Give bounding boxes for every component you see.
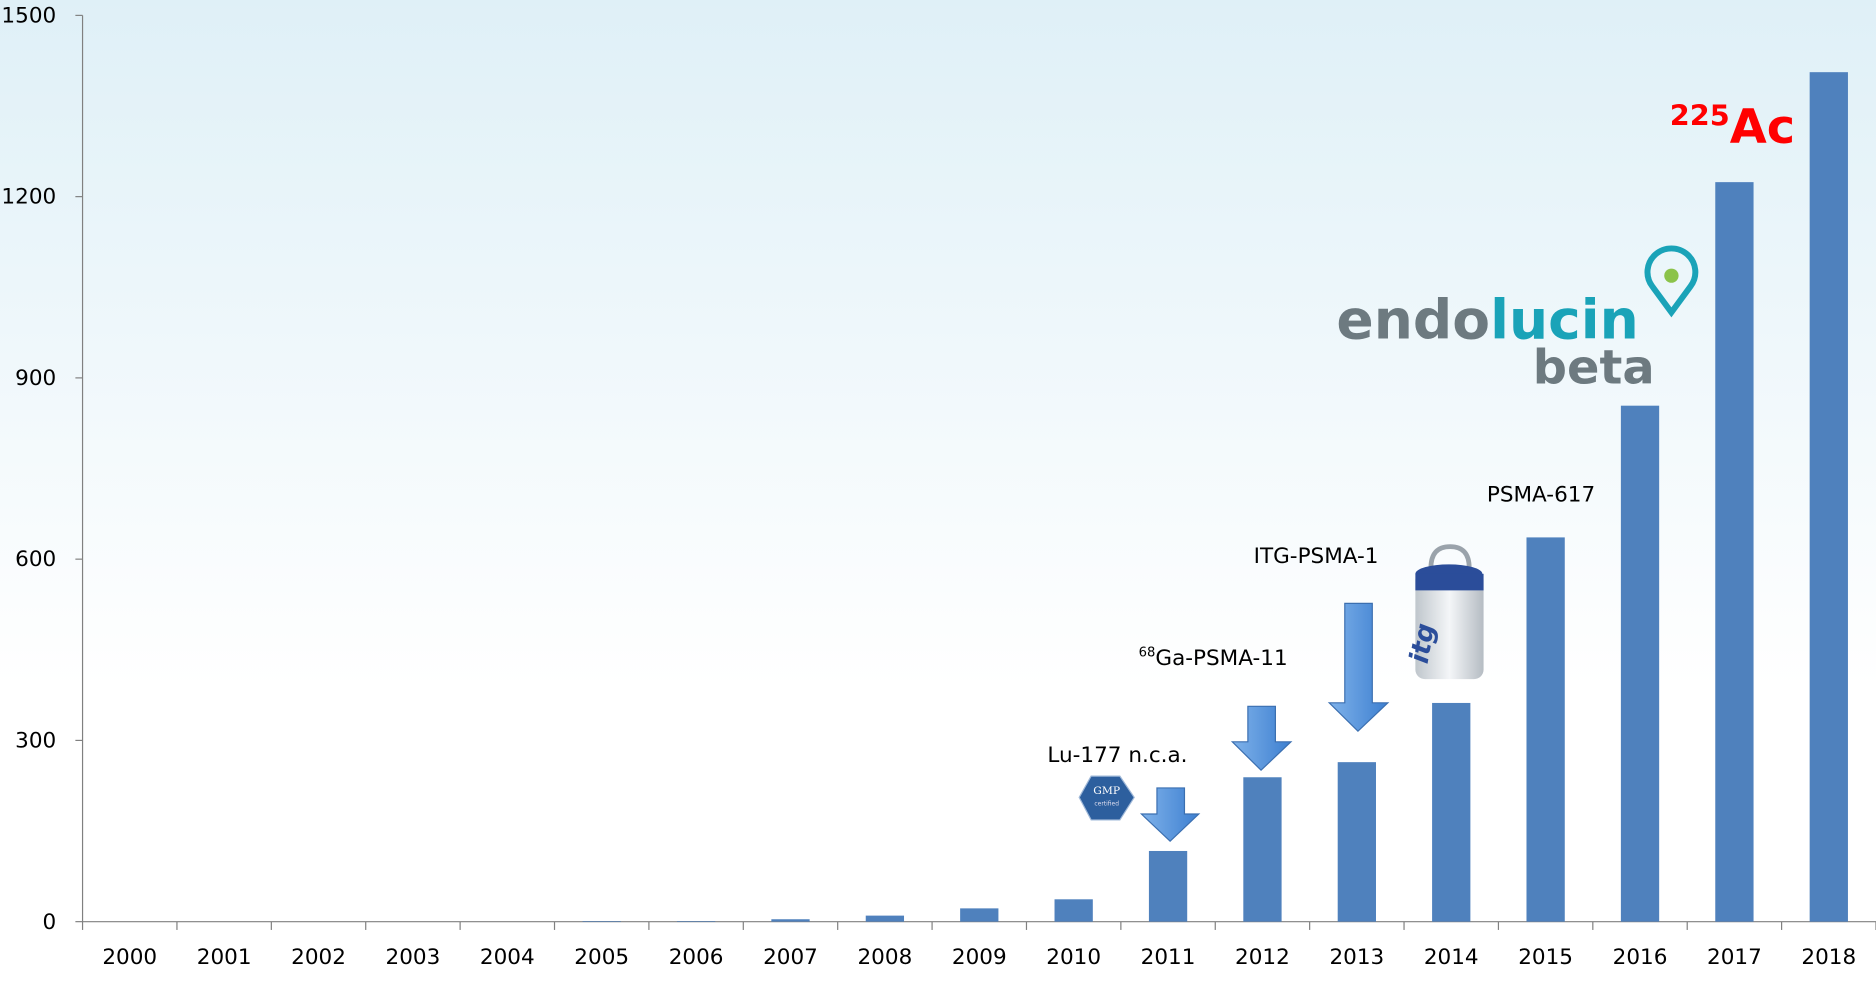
bar xyxy=(1149,851,1187,922)
bar xyxy=(866,916,904,922)
page: 0 300 600 900 1200 1500 2000 2001 2002 2003 2004 20… xyxy=(0,0,1876,982)
logo-part: endo xyxy=(1336,288,1490,352)
x-tick-label: 2007 xyxy=(763,945,818,970)
gmp-sub: certified xyxy=(1094,801,1119,808)
bar xyxy=(1243,777,1281,921)
bar xyxy=(771,919,809,921)
x-tick-label: 2008 xyxy=(857,945,912,970)
x-tick-label: 2012 xyxy=(1235,945,1290,970)
bar xyxy=(1338,762,1376,922)
x-tick-label: 2000 xyxy=(102,945,157,970)
superscript: 225 xyxy=(1670,99,1730,133)
x-tick-label: 2006 xyxy=(669,945,724,970)
x-tick-label: 2010 xyxy=(1046,945,1101,970)
y-tick-label: 300 xyxy=(15,729,56,754)
logo-sub: beta xyxy=(1533,341,1655,396)
bar xyxy=(1432,703,1470,922)
superscript: 68 xyxy=(1139,646,1156,661)
x-tick-label: 2002 xyxy=(291,945,346,970)
bar xyxy=(1621,406,1659,922)
x-tick-label: 2004 xyxy=(480,945,535,970)
bar xyxy=(1715,182,1753,922)
x-tick-label: 2016 xyxy=(1613,945,1668,970)
x-tick-label: 2018 xyxy=(1801,945,1856,970)
y-tick-label: 1500 xyxy=(1,4,56,29)
annotation: Lu-177 n.c.a. xyxy=(1047,743,1187,768)
logo-dot xyxy=(1664,269,1678,283)
x-tick-label: 2001 xyxy=(197,945,252,970)
x-tick-label: 2015 xyxy=(1518,945,1573,970)
gmp-label: GMP xyxy=(1093,784,1120,797)
x-tick-label: 2013 xyxy=(1329,945,1384,970)
x-tick-label: 2017 xyxy=(1707,945,1762,970)
x-tick-label: 2011 xyxy=(1141,945,1196,970)
chart: 0 300 600 900 1200 1500 2000 2001 2002 2003 2004 20… xyxy=(0,0,1876,982)
annotation: 68Ga-PSMA-11 xyxy=(1139,646,1288,671)
bar xyxy=(1055,899,1093,921)
annotation: PSMA-617 xyxy=(1487,483,1595,508)
annotation: ITG-PSMA-1 xyxy=(1254,544,1379,569)
bar xyxy=(677,921,715,922)
bar xyxy=(583,921,621,922)
x-tick-label: 2005 xyxy=(574,945,629,970)
bar xyxy=(1810,72,1848,921)
x-tick-label: 2003 xyxy=(386,945,441,970)
y-tick-label: 600 xyxy=(15,547,56,572)
annotation-text: Ga-PSMA-11 xyxy=(1155,646,1287,671)
x-tick-label: 2014 xyxy=(1424,945,1479,970)
bar xyxy=(1526,537,1564,921)
x-tick-label: 2009 xyxy=(952,945,1007,970)
y-tick-label: 900 xyxy=(15,366,56,391)
bar xyxy=(960,908,998,921)
y-tick-label: 0 xyxy=(43,910,57,935)
y-tick-label: 1200 xyxy=(1,185,56,210)
annotation-text: Ac xyxy=(1730,100,1795,155)
